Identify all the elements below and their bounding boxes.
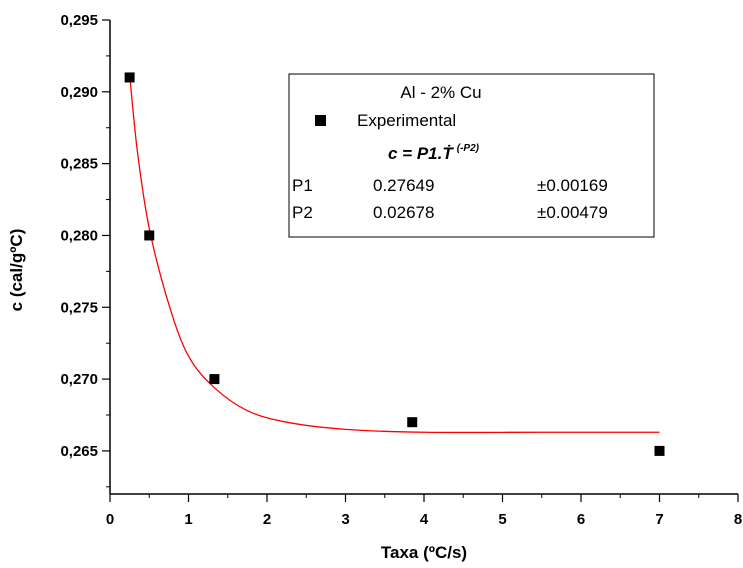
y-axis-title: c (cal/gºC)	[7, 229, 26, 312]
y-tick-label: 0,290	[60, 84, 98, 101]
y-tick-label: 0,265	[60, 443, 98, 460]
x-tick-label: 6	[577, 511, 585, 528]
fit-layer	[128, 74, 660, 434]
legend-title: Al - 2% Cu	[400, 83, 481, 102]
legend-marker	[315, 115, 326, 126]
legend-p1-value: 0.27649	[373, 176, 434, 195]
legend-p2-name: P2	[292, 203, 313, 222]
data-point	[124, 72, 135, 83]
x-tick-label: 5	[498, 511, 506, 528]
x-axis-title: Taxa (ºC/s)	[381, 543, 467, 562]
x-tick-label: 0	[106, 511, 114, 528]
legend-box	[288, 73, 655, 238]
x-tick-label: 4	[420, 511, 429, 528]
data-points	[124, 72, 665, 456]
x-tick-label: 8	[734, 511, 742, 528]
x-tick-label: 7	[655, 511, 663, 528]
legend-p1-error: ±0.00169	[537, 176, 608, 195]
legend-p2-value: 0.02678	[373, 203, 434, 222]
x-tick-label: 1	[184, 511, 192, 528]
legend-p2-error: ±0.00479	[537, 203, 608, 222]
data-point	[209, 374, 220, 385]
y-tick-label: 0,280	[60, 227, 98, 244]
y-tick-label: 0,275	[60, 299, 98, 316]
x-tick-label: 3	[341, 511, 349, 528]
data-point	[407, 417, 418, 428]
legend-p1-name: P1	[292, 176, 313, 195]
legend-series-label: Experimental	[357, 111, 456, 130]
y-tick-label: 0,295	[60, 12, 98, 29]
x-tick-label: 2	[263, 511, 271, 528]
axes: 0 1 2 3 4 5 6 7 8 0,265 0,270 0,275 0,280 0,285 0,290 0…	[60, 12, 742, 528]
data-point	[144, 230, 155, 241]
y-tick-label: 0,285	[60, 156, 98, 173]
legend-equation: c = P1.Ṫ (-P2)	[388, 143, 480, 163]
data-point	[654, 445, 665, 456]
legend: Al - 2% Cu Experimental c = P1.Ṫ (-P2) P1…	[288, 73, 655, 238]
fit-curve	[128, 74, 660, 434]
y-tick-label: 0,270	[60, 371, 98, 388]
